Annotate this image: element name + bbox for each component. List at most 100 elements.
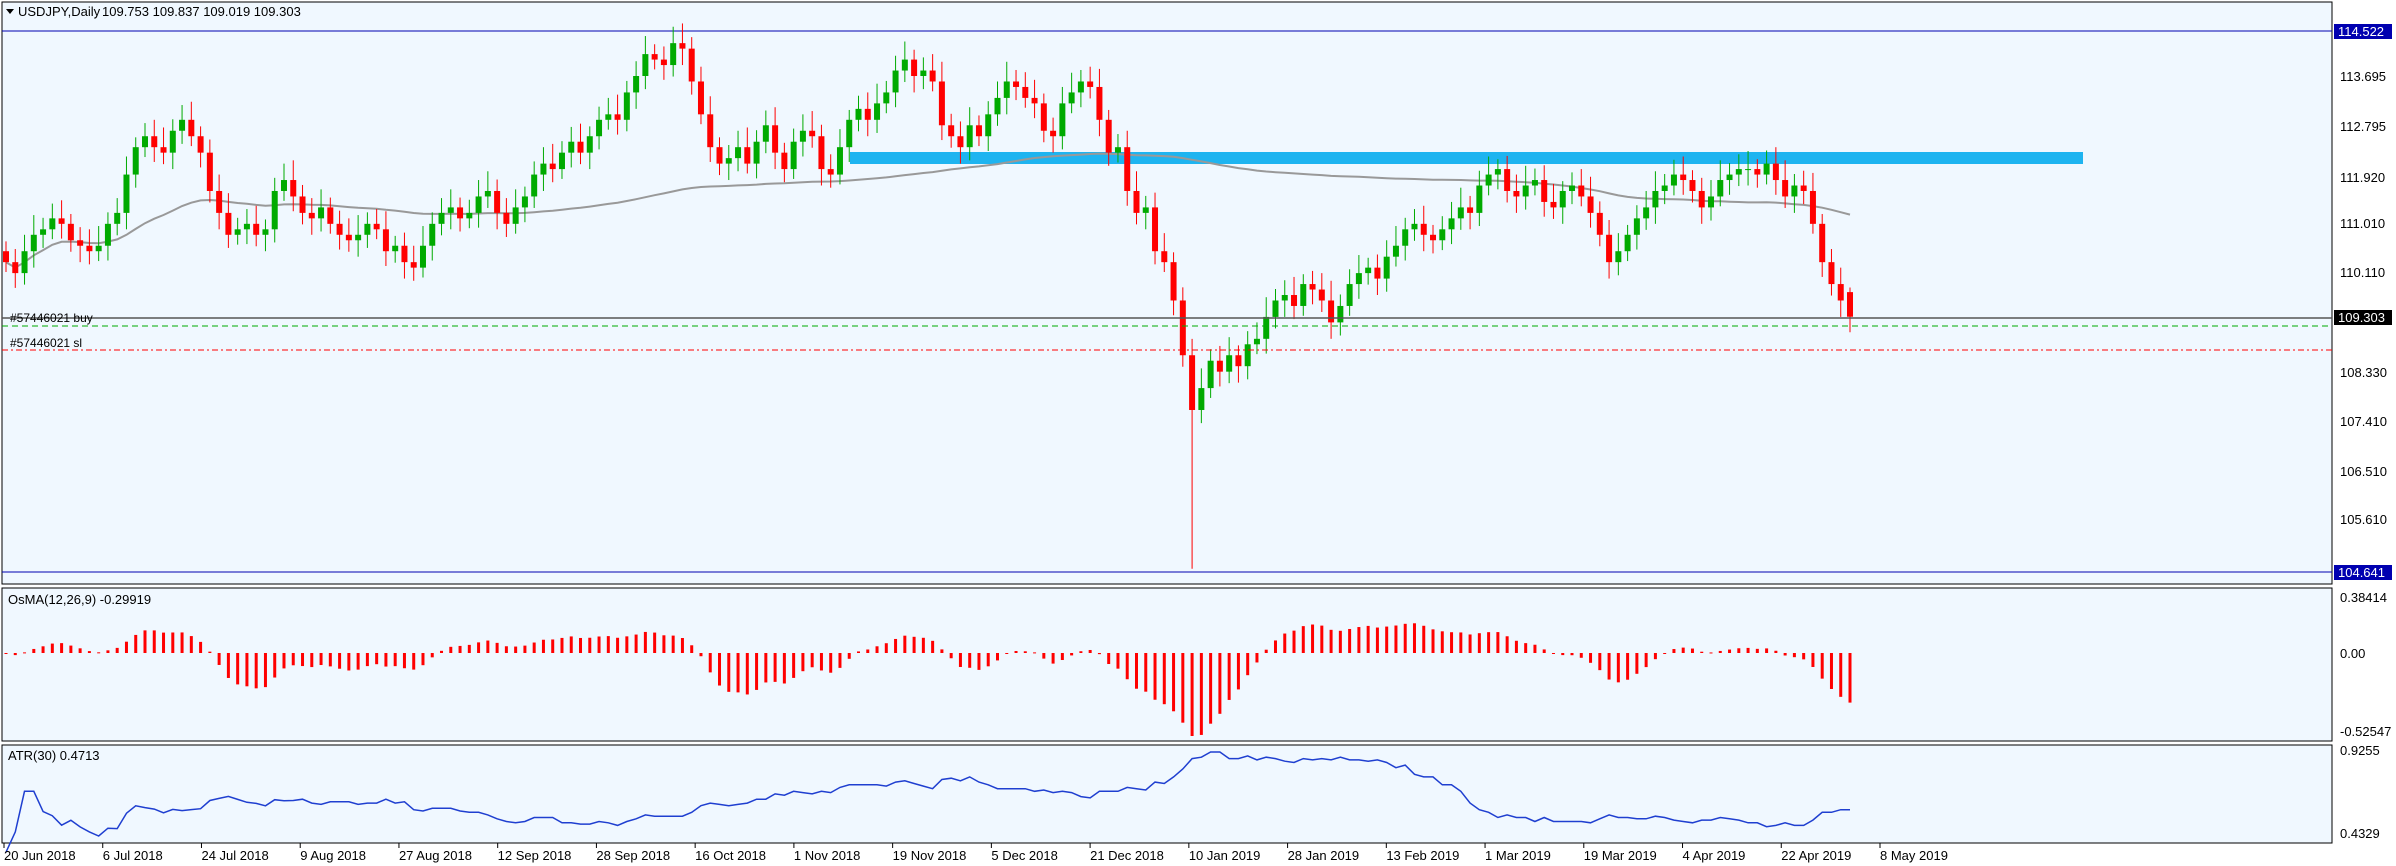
osma-bar [958,653,962,667]
candle-body [1142,207,1149,213]
osma-bar [643,631,647,653]
candle-body [1504,169,1511,191]
candle-body [401,245,408,263]
osma-bar [301,653,305,667]
osma-bar [356,653,360,670]
date-label: 27 Aug 2018 [399,848,472,863]
candle-body [540,163,547,175]
candle-body [30,234,37,252]
osma-bar [1802,653,1806,660]
candle-body [1819,223,1826,263]
osma-bar [1459,632,1463,653]
osma-bar [504,646,508,653]
osma-bar [1422,625,1426,653]
osma-bar [1811,653,1815,667]
candle-body [1800,185,1807,191]
candle-body [1735,169,1742,175]
osma-bar [1755,648,1759,653]
osma-bar [393,653,397,667]
osma-bar [1514,640,1518,653]
candle-body [1439,229,1446,241]
low-price-tag [2334,565,2392,580]
osma-bar [625,636,629,653]
candle-body [12,262,19,274]
candle-body [1300,284,1307,306]
price-label: 108.330 [2340,365,2387,380]
candle-body [1467,207,1474,213]
chart-menu-triangle-icon[interactable] [6,9,14,14]
osma-bar [236,653,240,685]
candle-body [1680,174,1687,181]
candle-body [753,141,760,164]
candle-body [141,136,148,148]
candle-body [1216,360,1223,372]
candle-body [1198,388,1205,410]
osma-bar [1394,625,1398,653]
candle-body [1633,218,1640,235]
osma-bar [616,637,620,653]
candle-body [994,97,1001,115]
candle-body [1068,92,1075,104]
candle-body [1624,234,1631,252]
candle-body [169,130,176,153]
osma-bar [579,637,583,653]
candle-body [1179,300,1186,356]
candle-body [614,114,621,120]
osma-bar [1153,653,1157,700]
osma-bar [1450,632,1454,653]
candle-body [874,103,881,120]
candle-body [280,180,287,191]
osma-bar [1301,626,1305,653]
osma-bar [430,653,434,658]
osma-bar [69,645,73,653]
candle-body [1596,212,1603,235]
osma-bar [1385,626,1389,653]
osma-pane[interactable] [1,587,2333,742]
candle-body [1587,196,1594,213]
osma-bar [1468,634,1472,653]
main-price-pane[interactable] [1,1,2333,585]
candle-body [1661,185,1668,191]
candle-body [1531,180,1538,186]
candle-body [1559,190,1566,208]
osma-bar [1097,653,1101,655]
candle-body [1170,262,1177,301]
candle-body [392,245,399,252]
candle-body [818,136,825,170]
candle-body [1513,190,1520,197]
candle-body [1689,180,1696,191]
osma-bar [106,650,110,653]
atr-pane[interactable] [1,744,2333,844]
price-label: 106.510 [2340,464,2387,479]
osma-bar [365,653,369,667]
candle-body [1059,103,1066,137]
osma-bar [708,653,712,673]
candle-body [1253,338,1260,345]
osma-bar [1023,651,1027,653]
buy-order-label[interactable]: #57446021 buy [10,311,93,325]
candle-body [1272,300,1279,317]
low-price-tag-label: 104.641 [2338,565,2385,580]
osma-bar [588,637,592,653]
osma-bar [440,650,444,653]
sl-order-label[interactable]: #57446021 sl [10,336,82,350]
candle-body [744,147,751,164]
candle-body [373,223,380,230]
candle-body [920,70,927,77]
osma-bar [1227,653,1231,700]
osma-bar [1589,653,1593,663]
candle-body [438,212,445,224]
candle-body [1745,169,1752,171]
osma-bar [1774,650,1778,653]
osma-bar [1042,653,1046,659]
osma-bar [597,636,601,653]
osma-bar [467,644,471,653]
candle-body [95,245,102,252]
osma-bar [32,648,36,653]
osma-bar [1134,653,1138,689]
osma-bar [866,649,870,653]
candle-body [577,141,584,153]
candle-body [836,147,843,175]
candle-body [929,70,936,82]
